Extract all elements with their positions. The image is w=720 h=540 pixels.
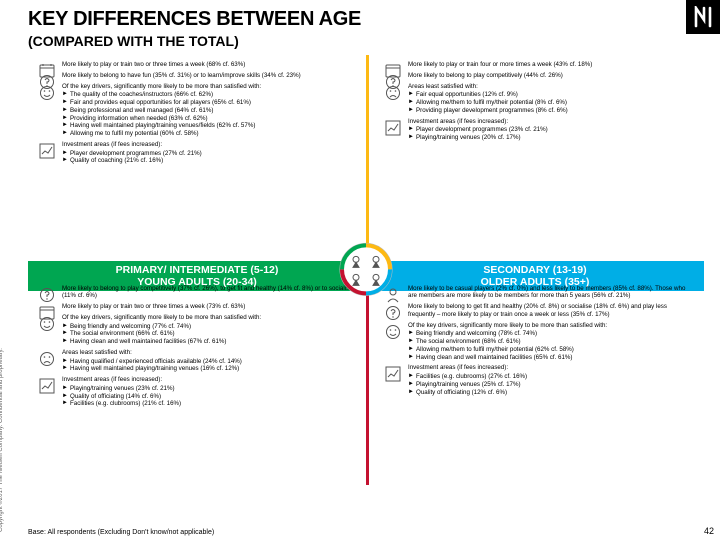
bullet-item: Being friendly and welcoming (78% cf. 74… <box>408 330 694 338</box>
page-subtitle: (COMPARED WITH THE TOTAL) <box>28 33 708 49</box>
smile-icon <box>38 84 56 102</box>
smile-icon <box>384 323 402 341</box>
bullet-item: Having clean and well maintained facilit… <box>408 354 694 362</box>
quadrant-bottom-left: More likely to belong to play competitiv… <box>28 279 366 485</box>
text-lead: Of the key drivers, significantly more l… <box>62 314 261 321</box>
question-icon <box>384 304 402 322</box>
page-title: KEY DIFFERENCES BETWEEN AGE <box>28 8 708 31</box>
sad-icon <box>38 350 56 368</box>
bullet-list: Having qualified / experienced officials… <box>62 358 356 374</box>
text-lead: Areas least satisfied with: <box>408 83 478 90</box>
text-lead: Investment areas (if fees increased): <box>408 118 508 125</box>
bullet-item: Facilities (e.g. clubrooms) (21% cf. 16%… <box>62 400 356 408</box>
text-block: More likely to belong to play competitiv… <box>408 72 694 80</box>
bullet-item: Playing/training venues (25% cf. 17%) <box>408 381 694 389</box>
page-number: 42 <box>704 526 714 536</box>
bullet-item: Allowing me to fulfil my potential (60% … <box>62 130 356 138</box>
quadrant-layout: More likely to play or train two or thre… <box>28 55 704 485</box>
text-block: More likely to play or train two or thre… <box>62 303 356 311</box>
bullet-item: Having well maintained playing/training … <box>62 365 356 373</box>
bullet-item: The social environment (68% cf. 61%) <box>408 338 694 346</box>
sad-icon <box>384 84 402 102</box>
text-lead: Of the key drivers, significantly more l… <box>62 83 261 90</box>
smile-icon <box>38 315 56 333</box>
mid-left-line1: PRIMARY/ INTERMEDIATE (5-12) <box>116 264 279 276</box>
bullet-list: Player development programmes (23% cf. 2… <box>408 126 694 142</box>
line-chart-icon <box>38 142 56 160</box>
mid-right-line1: SECONDARY (13-19) <box>483 264 586 276</box>
text-block: More likely to play or train four or mor… <box>408 61 694 69</box>
bullet-item: Providing player development programmes … <box>408 107 694 115</box>
text-block: More likely to belong to play competitiv… <box>62 285 356 301</box>
quadrant-top-left: More likely to play or train two or thre… <box>28 55 366 261</box>
text-block: More likely to belong to have fun (35% c… <box>62 72 356 80</box>
text-lead: Of the key drivers, significantly more l… <box>408 322 607 329</box>
corner-logo <box>686 0 720 34</box>
bullet-item: The social environment (66% cf. 61%) <box>62 330 356 338</box>
question-icon <box>38 286 56 304</box>
text-block: More likely to be casual players (2% cf.… <box>408 285 694 301</box>
bullet-item: Allowing me/them to fulfil my/their pote… <box>408 99 694 107</box>
bullet-item: Quality of officiating (12% cf. 6%) <box>408 389 694 397</box>
bullet-item: Facilities (e.g. clubrooms) (27% cf. 16%… <box>408 373 694 381</box>
bullet-item: Quality of coaching (21% cf. 16%) <box>62 157 356 165</box>
line-chart-icon <box>38 377 56 395</box>
bullet-list: Being friendly and welcoming (78% cf. 74… <box>408 330 694 361</box>
line-chart-icon <box>384 365 402 383</box>
bullet-item: Playing/training venues (20% cf. 17%) <box>408 134 694 142</box>
bullet-item: Quality of officiating (14% cf. 6%) <box>62 393 356 401</box>
center-ring-icon <box>338 242 394 298</box>
bullet-list: Fair equal opportunities (12% cf. 9%)All… <box>408 91 694 114</box>
bullet-item: Allowing me/them to fulfil my/their pote… <box>408 346 694 354</box>
bullet-item: Playing/training venues (23% cf. 21%) <box>62 385 356 393</box>
bullet-item: Player development programmes (27% cf. 2… <box>62 150 356 158</box>
footnote-text: Base: All respondents (Excluding Don't k… <box>28 529 214 536</box>
bullet-item: Fair equal opportunities (12% cf. 9%) <box>408 91 694 99</box>
text-block: More likely to belong to get fit and hea… <box>408 303 694 319</box>
text-lead: Investment areas (if fees increased): <box>62 376 162 383</box>
copyright-text: Copyright ©2017 The Nielsen Company. Con… <box>0 348 4 532</box>
quadrant-top-right: More likely to play or train four or mor… <box>366 55 704 261</box>
bullet-item: Having well maintained playing/training … <box>62 122 356 130</box>
text-lead: Areas least satisfied with: <box>62 349 132 356</box>
bullet-item: Having clean and well maintained facilit… <box>62 338 356 346</box>
bullet-item: Player development programmes (23% cf. 2… <box>408 126 694 134</box>
bullet-list: Player development programmes (27% cf. 2… <box>62 150 356 166</box>
bullet-item: Having qualified / experienced officials… <box>62 358 356 366</box>
quadrant-bottom-right: More likely to be casual players (2% cf.… <box>366 279 704 485</box>
bullet-item: Being friendly and welcoming (77% cf. 74… <box>62 323 356 331</box>
text-block: More likely to play or train two or thre… <box>62 61 356 69</box>
bullet-item: The quality of the coaches/instructors (… <box>62 91 356 99</box>
bullet-list: Being friendly and welcoming (77% cf. 74… <box>62 323 356 346</box>
bullet-list: Playing/training venues (23% cf. 21%)Qua… <box>62 385 356 408</box>
bullet-list: Facilities (e.g. clubrooms) (27% cf. 16%… <box>408 373 694 396</box>
bullet-item: Providing information when needed (63% c… <box>62 115 356 123</box>
bullet-list: The quality of the coaches/instructors (… <box>62 91 356 138</box>
line-chart-icon <box>384 119 402 137</box>
bullet-item: Fair and provides equal opportunities fo… <box>62 99 356 107</box>
bullet-item: Being professional and well managed (64%… <box>62 107 356 115</box>
text-lead: Investment areas (if fees increased): <box>62 141 162 148</box>
text-lead: Investment areas (if fees increased): <box>408 364 508 371</box>
